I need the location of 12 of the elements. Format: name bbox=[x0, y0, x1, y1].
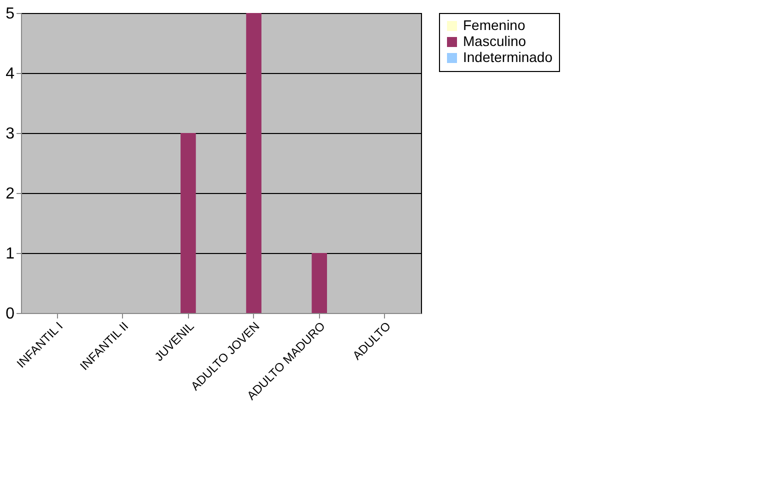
bar bbox=[312, 253, 328, 313]
bar bbox=[246, 13, 262, 313]
bar bbox=[180, 133, 196, 313]
y-tick-label: 4 bbox=[6, 66, 15, 82]
legend-label: Indeterminado bbox=[463, 49, 553, 65]
y-tick-label: 2 bbox=[6, 186, 15, 202]
y-tick-label: 1 bbox=[6, 246, 15, 262]
y-tick-label: 5 bbox=[6, 6, 15, 22]
y-tick-label: 0 bbox=[6, 306, 15, 322]
y-tick-label: 3 bbox=[6, 126, 15, 142]
legend-label: Femenino bbox=[463, 17, 526, 33]
legend-label: Masculino bbox=[463, 33, 526, 49]
